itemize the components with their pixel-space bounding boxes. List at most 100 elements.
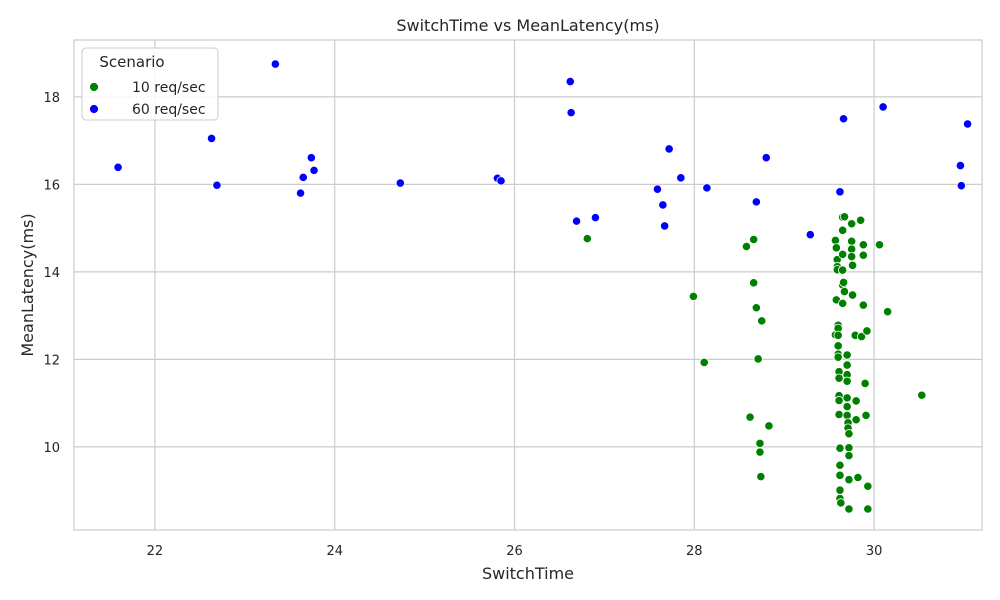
data-point [835,485,845,495]
plot-frame [73,39,983,531]
x-tick-label: 30 [866,544,883,559]
legend-label: 60 req/sec [132,102,206,118]
data-point [874,240,885,250]
data-point [757,316,767,326]
data-point [878,102,888,112]
data-point [745,412,755,422]
data-point [842,350,852,360]
data-point [833,341,843,351]
data-point [844,475,854,485]
data-point [963,119,973,129]
data-point [842,376,852,386]
data-point [835,443,845,453]
data-point [856,215,866,225]
data-point [842,402,852,412]
x-tick-label: 24 [326,544,343,559]
y-tick-label: 18 [43,91,60,106]
data-point [582,234,592,244]
data-point [839,286,850,297]
data-point [847,219,857,229]
data-point [838,114,849,124]
data-point [838,298,848,308]
data-point [847,236,857,246]
data-point [753,354,763,364]
y-tick-label: 10 [43,441,60,456]
legend-marker [89,82,99,92]
data-point [658,200,668,210]
data-point [496,176,506,186]
data-point [565,76,575,87]
x-tick-label: 22 [147,544,164,559]
data-point [755,438,765,448]
data-point [847,251,857,262]
legend-marker [89,104,99,114]
data-point [844,429,854,439]
data-point [834,373,844,383]
x-axis-label: SwitchTime [482,564,574,583]
data-points [113,59,973,514]
data-point [883,307,893,317]
data-point [306,153,316,163]
data-point [844,451,854,461]
data-point [113,162,123,172]
data-point [295,188,306,198]
data-point [851,396,861,406]
data-point [833,330,843,340]
legend-label: 10 req/sec [132,80,206,96]
data-point [839,212,850,222]
data-point [270,59,280,69]
y-tick-label: 14 [43,266,60,281]
data-point [764,421,774,431]
data-point [212,180,222,190]
data-point [955,160,966,171]
data-point [761,153,771,163]
data-point [751,197,761,207]
data-point [862,326,872,336]
data-point [688,291,699,301]
series-0 [582,212,927,514]
data-point [749,278,759,288]
data-point [835,460,845,470]
data-point [309,165,319,175]
data-point [851,415,861,425]
data-point [566,108,576,118]
data-point [831,243,841,253]
data-point [853,472,863,483]
data-point [741,241,752,252]
data-point [749,234,759,245]
data-point [836,498,846,508]
data-point [395,178,405,188]
legend-box [81,47,219,121]
data-point [844,443,854,453]
tick-labels: 22 24 26 28 30 10 12 14 16 18 [43,91,882,559]
data-point [751,303,761,313]
data-point [858,250,868,260]
data-point [856,332,867,342]
data-point [755,447,765,457]
data-point [847,260,858,270]
data-point [298,172,308,182]
data-point [858,300,868,310]
legend-title: Scenario [99,53,164,71]
y-tick-label: 16 [43,178,60,193]
data-point [917,390,927,400]
data-point [844,504,854,514]
x-tick-label: 26 [506,544,523,559]
data-point [571,216,582,226]
y-tick-label: 12 [43,353,60,368]
series-1 [113,59,973,240]
data-point [676,173,686,183]
data-point [842,393,852,403]
data-point [860,378,870,389]
data-point [756,472,766,482]
data-point [956,181,966,191]
data-point [835,187,845,197]
legend: Scenario 10 req/sec 60 req/sec [81,47,219,121]
data-point [847,290,858,300]
data-point [838,265,848,275]
x-tick-label: 28 [686,544,703,559]
data-point [833,352,843,362]
data-point [863,481,873,491]
